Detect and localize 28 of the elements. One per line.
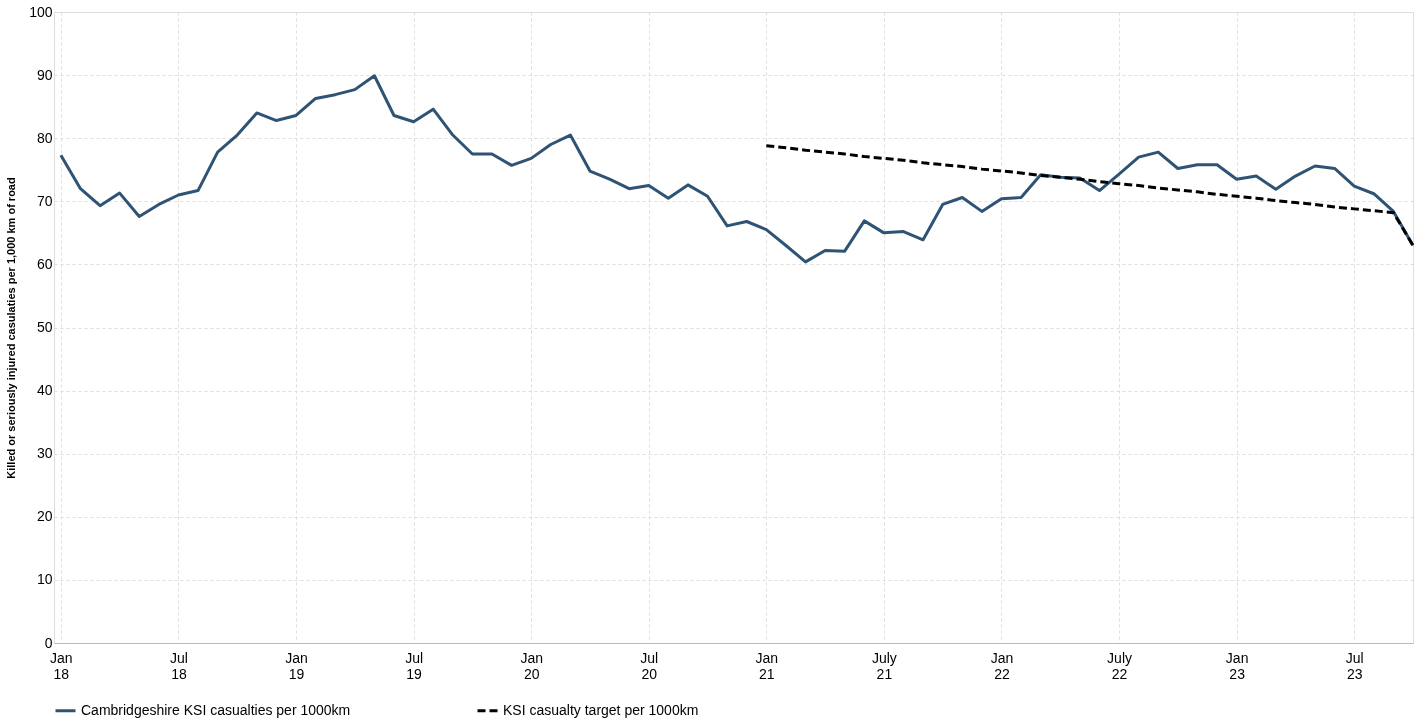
y-tick-label: 70 [36,192,53,209]
y-tick-label: 20 [36,508,53,525]
y-tick-label: 100 [29,3,53,20]
x-tick-label: Jan 20 [520,649,543,682]
y-tick-label: 40 [36,382,53,399]
y-tick-label: 30 [36,445,53,462]
y-tick-label: 0 [44,634,53,651]
x-tick-label: Jan 21 [755,649,779,682]
line-series [764,144,1415,247]
x-tick-label: Jan 22 [990,649,1014,682]
y-tick-label: 50 [36,319,53,335]
x-tick-label: Jul 20 [640,649,659,682]
y-tick-label: 60 [36,255,53,272]
x-tick-label: Jul 18 [169,649,188,682]
x-tick-label: July 21 [871,649,897,682]
y-tick-label: 90 [36,66,53,83]
line-series [59,74,1415,264]
y-axis-title: Killed or seriously injured casulaties per 1,000 km of road [5,177,18,479]
x-tick-label: Jul 19 [405,649,424,682]
y-tick-label: 10 [36,571,53,588]
legend-label: Cambridgeshire KSI casualties per 1000km [81,701,351,718]
x-tick-label: Jul 23 [1345,649,1364,682]
x-tick-label: Jan 19 [285,649,308,682]
y-tick-label: 80 [36,129,53,146]
x-tick-label: Jan 18 [50,649,73,682]
legend-label: KSI casualty target per 1000km [503,701,699,718]
x-tick-label: July 22 [1107,649,1133,682]
x-tick-label: Jan 23 [1225,649,1249,682]
